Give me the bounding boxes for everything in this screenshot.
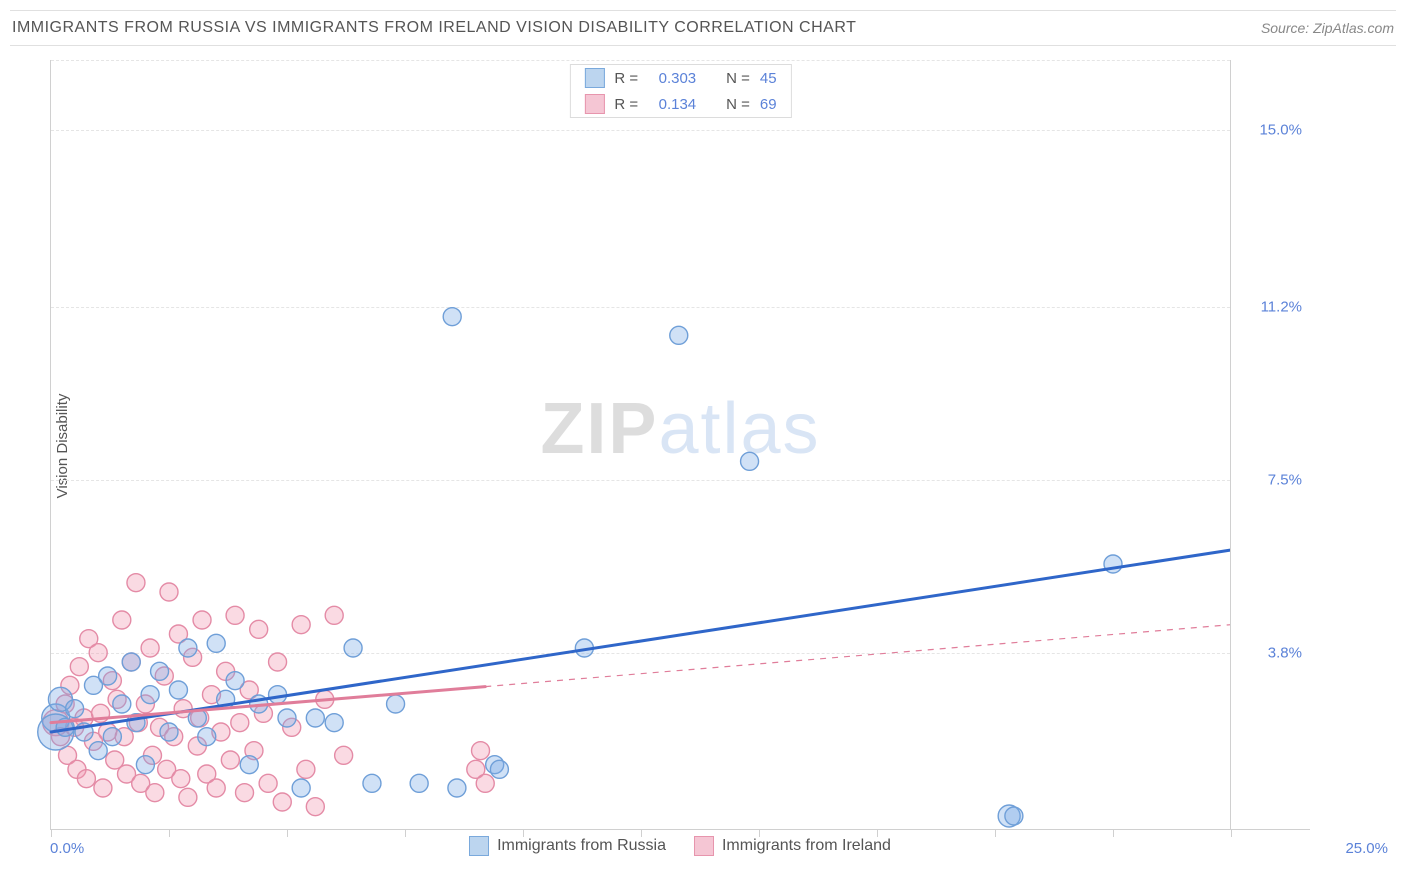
x-axis-max-label: 25.0% <box>1345 840 1388 857</box>
scatter-point-ireland[interactable] <box>306 798 324 816</box>
scatter-point-ireland[interactable] <box>207 779 225 797</box>
scatter-point-ireland[interactable] <box>269 653 287 671</box>
scatter-point-ireland[interactable] <box>476 774 494 792</box>
scatter-point-russia[interactable] <box>122 653 140 671</box>
scatter-point-russia[interactable] <box>240 756 258 774</box>
scatter-point-russia[interactable] <box>278 709 296 727</box>
legend-r-value-ireland: 0.134 <box>648 96 696 113</box>
plot-area: 3.8%7.5%11.2%15.0% ZIPatlas R =0.303N =4… <box>50 60 1310 830</box>
x-tick <box>287 829 288 837</box>
legend-swatch-ireland <box>694 836 714 856</box>
legend-r-label: R = <box>614 96 638 113</box>
scatter-point-russia[interactable] <box>207 634 225 652</box>
scatter-point-ireland[interactable] <box>472 742 490 760</box>
y-axis-right-pane: 3.8% 7.5% 11.2% 15.0% <box>1230 60 1310 829</box>
scatter-point-russia[interactable] <box>226 672 244 690</box>
scatter-point-ireland[interactable] <box>160 583 178 601</box>
y-tick-label: 7.5% <box>1268 472 1302 489</box>
scatter-point-russia[interactable] <box>151 662 169 680</box>
y-tick-label: 3.8% <box>1268 644 1302 661</box>
x-tick <box>405 829 406 837</box>
legend-swatch-ireland <box>584 94 604 114</box>
scatter-point-ireland[interactable] <box>297 760 315 778</box>
scatter-point-ireland[interactable] <box>231 714 249 732</box>
legend-correlation-row-ireland: R = 0.134 N = 69 <box>570 91 790 117</box>
legend-n-value-ireland: 69 <box>760 96 777 113</box>
scatter-point-russia[interactable] <box>99 667 117 685</box>
regression-line-ireland-extrapolated <box>485 625 1231 687</box>
scatter-point-ireland[interactable] <box>236 784 254 802</box>
legend-series-label-ireland: Immigrants from Ireland <box>722 837 891 855</box>
x-tick <box>169 829 170 837</box>
scatter-point-russia[interactable] <box>363 774 381 792</box>
y-tick-label: 15.0% <box>1259 122 1302 139</box>
scatter-point-ireland[interactable] <box>273 793 291 811</box>
scatter-point-ireland[interactable] <box>221 751 239 769</box>
legend-n-label: N = <box>726 96 750 113</box>
scatter-point-russia[interactable] <box>410 774 428 792</box>
scatter-point-russia[interactable] <box>141 686 159 704</box>
scatter-point-ireland[interactable] <box>94 779 112 797</box>
source-attribution: Source: ZipAtlas.com <box>1261 20 1394 36</box>
legend-swatch-russia <box>469 836 489 856</box>
scatter-point-ireland[interactable] <box>193 611 211 629</box>
chart-title: IMMIGRANTS FROM RUSSIA VS IMMIGRANTS FRO… <box>12 19 856 37</box>
scatter-point-russia[interactable] <box>160 723 178 741</box>
scatter-point-russia[interactable] <box>179 639 197 657</box>
regression-line-russia <box>51 550 1231 732</box>
scatter-point-russia[interactable] <box>325 714 343 732</box>
scatter-point-ireland[interactable] <box>146 784 164 802</box>
y-tick-label: 11.2% <box>1261 299 1302 316</box>
scatter-point-ireland[interactable] <box>141 639 159 657</box>
scatter-point-russia[interactable] <box>169 681 187 699</box>
scatter-point-ireland[interactable] <box>89 644 107 662</box>
scatter-point-russia[interactable] <box>448 779 466 797</box>
legend-correlation-row-russia: R = 0.303 N = 45 <box>570 65 790 91</box>
scatter-point-ireland[interactable] <box>113 611 131 629</box>
scatter-point-russia[interactable] <box>136 756 154 774</box>
legend-series-label-russia: Immigrants from Russia <box>497 837 666 855</box>
legend-correlation-box: R = 0.303 N = 45 R = 0.134 N = 69 <box>569 64 791 118</box>
scatter-point-ireland[interactable] <box>292 616 310 634</box>
x-tick <box>1113 829 1114 837</box>
legend-swatch-russia <box>584 68 604 88</box>
scatter-point-russia[interactable] <box>387 695 405 713</box>
scatter-point-russia[interactable] <box>490 760 508 778</box>
scatter-point-russia[interactable] <box>292 779 310 797</box>
legend-series-item-ireland[interactable]: Immigrants from Ireland <box>694 836 891 856</box>
scatter-point-russia[interactable] <box>66 700 84 718</box>
x-axis-min-label: 0.0% <box>50 840 84 857</box>
scatter-point-ireland[interactable] <box>179 788 197 806</box>
scatter-point-russia[interactable] <box>198 728 216 746</box>
x-tick <box>1231 829 1232 837</box>
legend-n-value-russia: 45 <box>760 70 777 87</box>
scatter-point-russia[interactable] <box>344 639 362 657</box>
legend-n-label: N = <box>726 70 750 87</box>
scatter-point-russia[interactable] <box>1005 807 1023 825</box>
scatter-point-russia[interactable] <box>103 728 121 746</box>
legend-series-item-russia[interactable]: Immigrants from Russia <box>469 836 666 856</box>
scatter-plot-svg <box>51 60 1310 829</box>
legend-r-label: R = <box>614 70 638 87</box>
scatter-point-ireland[interactable] <box>77 770 95 788</box>
scatter-point-russia[interactable] <box>741 452 759 470</box>
scatter-point-russia[interactable] <box>443 308 461 326</box>
scatter-point-ireland[interactable] <box>172 770 190 788</box>
scatter-point-ireland[interactable] <box>259 774 277 792</box>
scatter-point-ireland[interactable] <box>226 606 244 624</box>
scatter-point-ireland[interactable] <box>250 620 268 638</box>
scatter-point-russia[interactable] <box>670 326 688 344</box>
scatter-point-russia[interactable] <box>306 709 324 727</box>
scatter-point-ireland[interactable] <box>127 574 145 592</box>
scatter-point-ireland[interactable] <box>325 606 343 624</box>
header-bar: IMMIGRANTS FROM RUSSIA VS IMMIGRANTS FRO… <box>10 10 1396 46</box>
scatter-point-ireland[interactable] <box>70 658 88 676</box>
legend-r-value-russia: 0.303 <box>648 70 696 87</box>
x-tick <box>51 829 52 837</box>
scatter-point-russia[interactable] <box>113 695 131 713</box>
scatter-point-ireland[interactable] <box>335 746 353 764</box>
x-tick <box>995 829 996 837</box>
legend-series: Immigrants from Russia Immigrants from Ir… <box>50 832 1310 860</box>
scatter-point-russia[interactable] <box>89 742 107 760</box>
